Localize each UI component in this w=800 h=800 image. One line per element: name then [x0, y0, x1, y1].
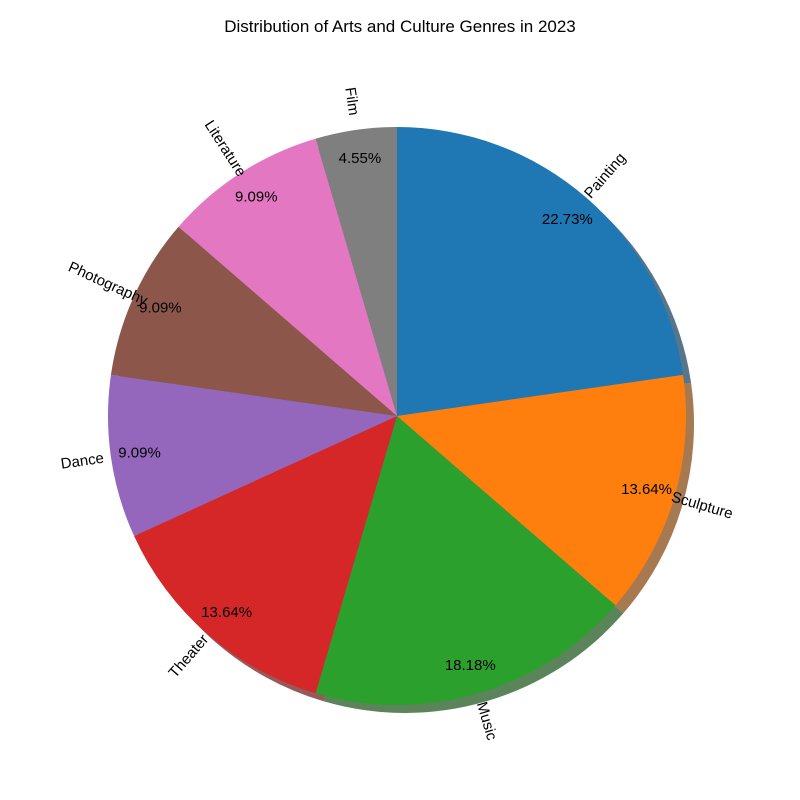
label-dance: Dance — [60, 450, 105, 473]
percent-label-sculpture: 13.64% — [621, 481, 672, 498]
slice-music — [315, 416, 616, 706]
slice-dance — [107, 374, 397, 537]
percent-label-photography: 9.09% — [139, 299, 182, 316]
percent-label-literature: 9.09% — [235, 189, 278, 206]
label-film: Film — [341, 86, 362, 116]
slice-sculpture — [397, 374, 686, 606]
chart-title: Distribution of Arts and Culture Genres … — [224, 17, 576, 36]
percent-label-film: 4.55% — [339, 150, 382, 167]
label-music: Music — [473, 700, 500, 743]
pie-slices — [107, 127, 686, 706]
slice-literature — [178, 138, 397, 416]
label-literature: Literature — [201, 117, 250, 180]
percent-label-music: 18.18% — [445, 657, 496, 674]
label-photography: Photography — [66, 259, 151, 310]
label-theater: Theater — [165, 631, 212, 681]
slice-photography — [110, 226, 397, 416]
percent-label-theater: 13.64% — [201, 604, 252, 621]
slice-theater — [134, 416, 397, 694]
slice-film — [315, 127, 397, 416]
label-sculpture: Sculpture — [669, 489, 735, 523]
slice-painting — [397, 127, 684, 416]
label-painting: Painting — [581, 150, 629, 202]
percent-label-painting: 22.73% — [542, 211, 593, 228]
percent-label-dance: 9.09% — [118, 445, 161, 462]
